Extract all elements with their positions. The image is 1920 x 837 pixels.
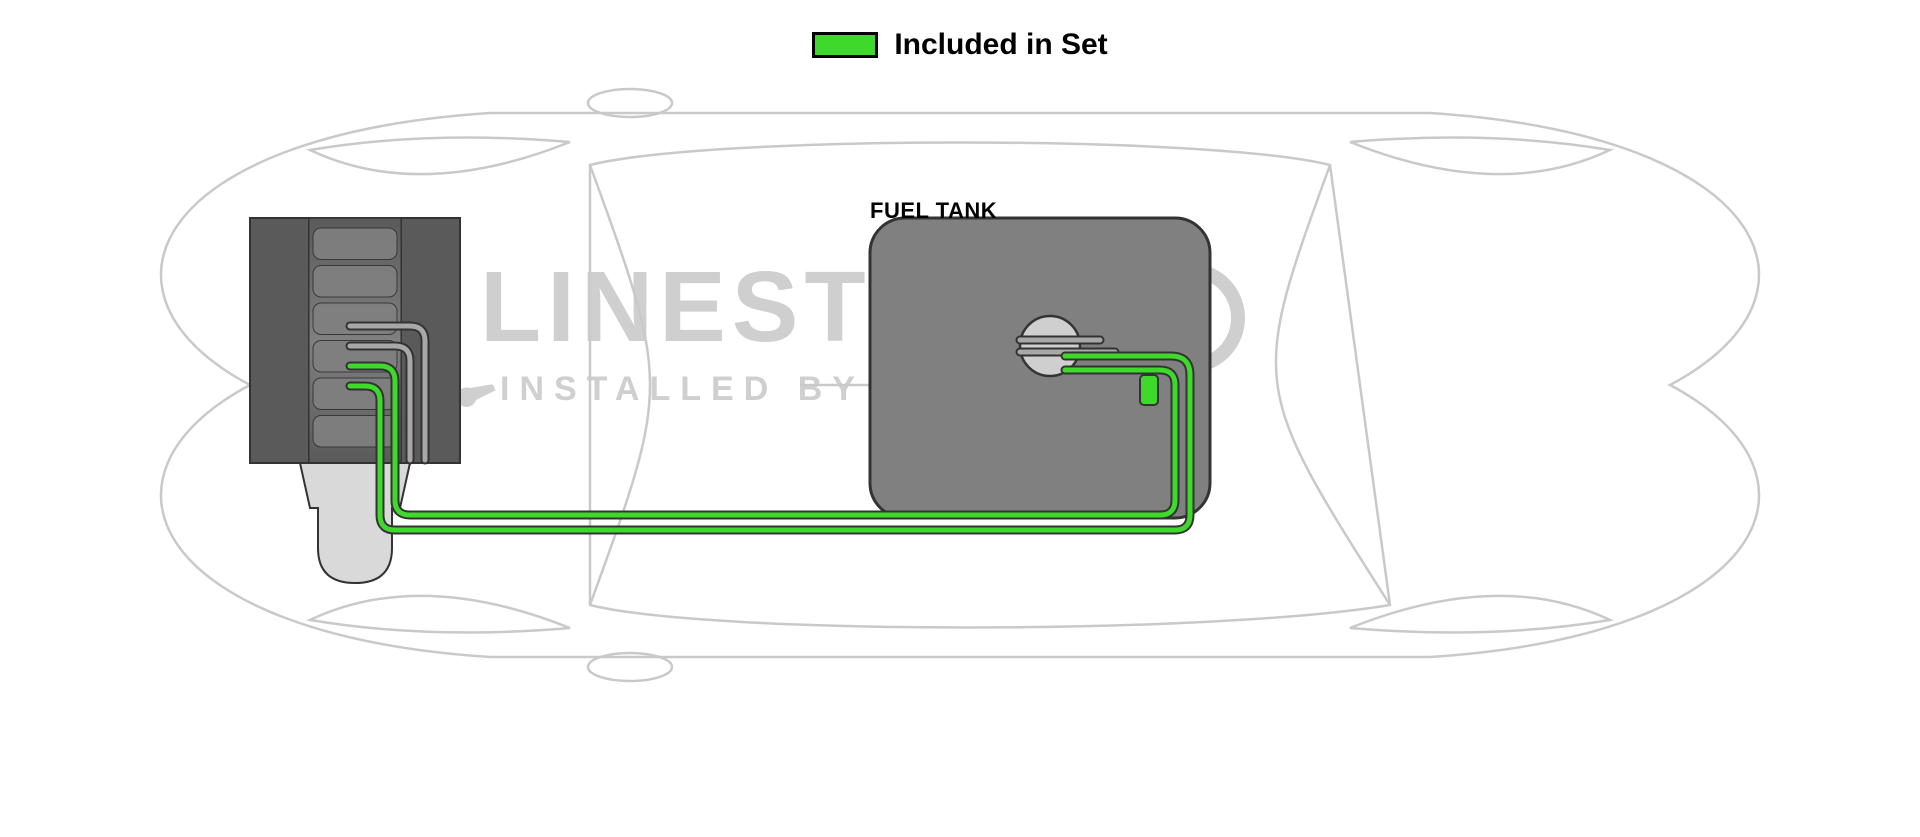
diagram-canvas: LINESTOG INSTALLED BY AL Included in Set… xyxy=(0,0,1920,837)
fuel-filter xyxy=(1140,375,1158,405)
svg-layer xyxy=(0,0,1920,837)
fuel-tank-label: FUEL TANK xyxy=(870,198,997,224)
